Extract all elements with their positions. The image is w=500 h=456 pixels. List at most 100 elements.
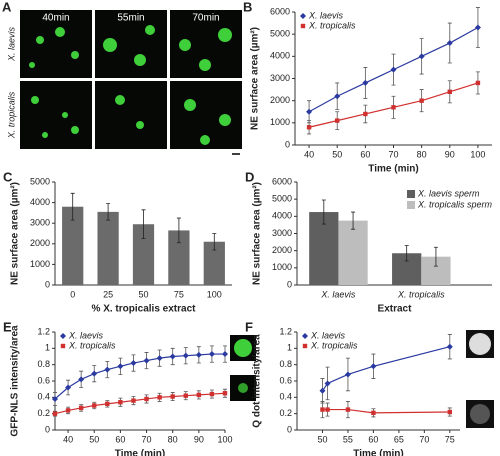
y-tick-label: 0.6 bbox=[279, 375, 292, 385]
legend-swatch bbox=[300, 23, 306, 29]
y-tick-label: 0 bbox=[45, 279, 50, 289]
y-tick-label: 0.4 bbox=[37, 392, 50, 402]
panel-label: C bbox=[3, 169, 13, 184]
y-tick-label: 0 bbox=[285, 139, 290, 149]
x-tick-label: 55 bbox=[343, 434, 353, 444]
x-tick-label: X. laevis bbox=[320, 289, 356, 299]
row-label: X. laevis bbox=[6, 26, 16, 62]
point bbox=[418, 53, 425, 60]
panel-label: D bbox=[245, 169, 254, 184]
x-tick-label: 80 bbox=[168, 434, 178, 444]
legend-label: X. laevis bbox=[308, 10, 344, 20]
legend-swatch bbox=[302, 343, 308, 349]
x-tick-label: 40 bbox=[63, 434, 73, 444]
point bbox=[52, 411, 58, 416]
y-tick-label: 5000 bbox=[272, 194, 292, 204]
error-bar bbox=[70, 192, 75, 221]
x-tick-label: 50 bbox=[89, 434, 99, 444]
point bbox=[170, 394, 175, 399]
point bbox=[391, 105, 396, 110]
point bbox=[130, 360, 137, 367]
point bbox=[52, 395, 58, 402]
bar bbox=[132, 224, 155, 285]
point bbox=[156, 355, 163, 362]
point bbox=[447, 89, 452, 94]
legend-swatch bbox=[300, 13, 306, 19]
legend-label: X. tropicalis bbox=[308, 20, 356, 30]
point bbox=[209, 391, 215, 397]
y-tick-label: 0.6 bbox=[37, 375, 50, 385]
y-tick-label: 4000 bbox=[30, 197, 50, 207]
bar bbox=[203, 241, 225, 285]
x-tick-label: 100 bbox=[207, 289, 222, 299]
point bbox=[447, 409, 453, 415]
point bbox=[325, 407, 330, 412]
legend-label: X. laevis bbox=[310, 330, 346, 340]
point bbox=[91, 370, 98, 377]
y-axis-title: NE surface area (µm²) bbox=[250, 27, 261, 130]
point bbox=[345, 407, 351, 412]
x-axis-title: Extract bbox=[378, 304, 413, 315]
series-line bbox=[322, 408, 450, 414]
error-bar bbox=[433, 246, 438, 267]
x-tick-label: 50 bbox=[332, 149, 342, 159]
point bbox=[306, 125, 312, 130]
point bbox=[319, 387, 326, 394]
y-tick-label: 6000 bbox=[272, 176, 292, 186]
y-tick-label: 1.2 bbox=[279, 326, 292, 336]
y-tick-label: 5000 bbox=[30, 176, 50, 186]
y-tick-label: 0.8 bbox=[279, 359, 292, 369]
point bbox=[362, 79, 369, 86]
bar bbox=[97, 211, 119, 285]
legend-swatch bbox=[60, 333, 66, 339]
x-tick-label: 100 bbox=[470, 149, 485, 159]
legend-label: X. tropicalis sperm bbox=[417, 199, 493, 209]
y-tick-label: 3000 bbox=[270, 73, 290, 83]
point bbox=[143, 357, 150, 364]
point bbox=[344, 371, 351, 378]
x-tick-label: 70 bbox=[388, 149, 398, 159]
y-tick-label: 3000 bbox=[30, 218, 50, 228]
y-tick-label: 0 bbox=[45, 424, 50, 434]
panel-label: B bbox=[243, 0, 252, 14]
y-tick-label: 1000 bbox=[272, 262, 292, 272]
point bbox=[320, 407, 325, 412]
point bbox=[222, 391, 228, 396]
y-tick-label: 0 bbox=[287, 279, 292, 289]
point bbox=[78, 376, 85, 383]
x-tick-label: X. tropicalis bbox=[397, 289, 445, 299]
legend-label: X. laevis bbox=[68, 330, 104, 340]
point bbox=[183, 393, 188, 398]
point bbox=[169, 353, 176, 360]
point bbox=[419, 98, 424, 103]
y-tick-label: 1000 bbox=[270, 117, 290, 127]
y-tick-label: 1 bbox=[287, 343, 292, 353]
point bbox=[104, 366, 111, 373]
x-tick-label: 50 bbox=[138, 289, 148, 299]
point bbox=[335, 118, 340, 123]
point bbox=[324, 380, 331, 387]
y-tick-label: 1000 bbox=[30, 259, 50, 269]
y-tick-label: 5000 bbox=[270, 29, 290, 39]
point bbox=[363, 111, 368, 117]
y-axis-title: NE surface area (µm²) bbox=[252, 182, 263, 285]
x-tick-label: 65 bbox=[394, 434, 404, 444]
point bbox=[157, 395, 162, 400]
error-bar bbox=[321, 199, 326, 225]
x-tick-label: 0 bbox=[70, 289, 75, 299]
point bbox=[306, 108, 313, 115]
column-label: 70min bbox=[192, 13, 219, 24]
legend-label: X. laevis sperm bbox=[417, 188, 480, 198]
legend-swatch bbox=[407, 201, 415, 209]
legend-swatch bbox=[60, 343, 66, 349]
x-tick-label: 90 bbox=[445, 149, 455, 159]
y-tick-label: 4000 bbox=[270, 51, 290, 61]
x-tick-label: 80 bbox=[417, 149, 427, 159]
x-tick-label: 40 bbox=[304, 149, 314, 159]
x-tick-label: 60 bbox=[360, 149, 370, 159]
column-label: 40min bbox=[42, 13, 69, 24]
x-tick-label: 75 bbox=[174, 289, 184, 299]
x-axis-title: Time (min) bbox=[368, 164, 418, 175]
error-bar bbox=[106, 203, 111, 221]
